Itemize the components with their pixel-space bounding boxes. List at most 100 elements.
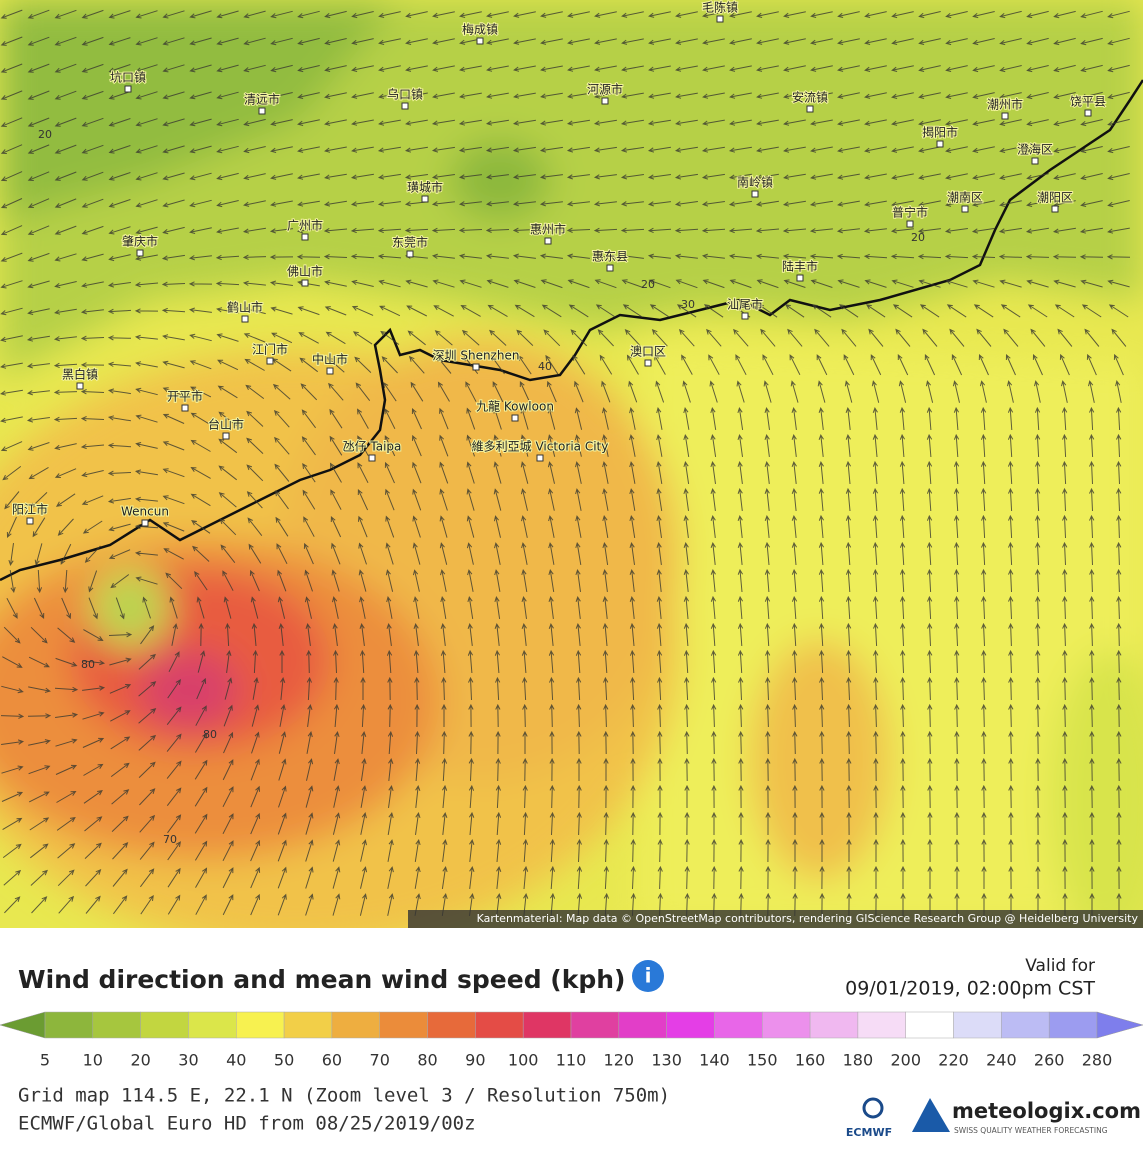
city-marker xyxy=(476,37,484,45)
scale-tick-label: 70 xyxy=(370,1051,390,1070)
city-label: 潮州市 xyxy=(987,97,1023,112)
city-label: 鹤山市 xyxy=(227,300,263,315)
scale-tick-label: 30 xyxy=(178,1051,198,1070)
scale-tick-label: 100 xyxy=(508,1051,539,1070)
city-label: 阳江市 xyxy=(12,502,48,517)
contour-label: 40 xyxy=(538,360,552,373)
city-marker xyxy=(368,454,376,462)
city-marker xyxy=(936,140,944,148)
city-marker xyxy=(141,519,149,527)
contour-label: 70 xyxy=(163,833,177,846)
color-scale: 5 10 20 30 40 50 60 70 80 90 100 110 120 130 140 150 160… xyxy=(0,1011,1143,1070)
scale-tick-label: 5 xyxy=(40,1051,50,1070)
city-marker xyxy=(716,15,724,23)
city-label: 安流镇 xyxy=(792,90,828,105)
meteologix-logo: meteologix.com SWISS QUALITY WEATHER FOR… xyxy=(912,1098,1141,1135)
city-marker xyxy=(1031,157,1039,165)
city-marker xyxy=(961,205,969,213)
scale-swatch xyxy=(762,1011,811,1039)
scale-end xyxy=(1096,1011,1143,1039)
contour-label: 80 xyxy=(203,728,217,741)
scale-tick-label: 140 xyxy=(699,1051,730,1070)
city-label: 东莞市 xyxy=(392,235,428,250)
city-marker xyxy=(421,195,429,203)
tagline: SWISS QUALITY WEATHER FORECASTING xyxy=(954,1126,1108,1135)
scale-tick-label: 280 xyxy=(1082,1051,1113,1070)
scale-swatch xyxy=(475,1011,524,1039)
city-marker xyxy=(401,102,409,110)
scale-swatch xyxy=(857,1011,906,1039)
scale-swatch xyxy=(1001,1011,1050,1039)
city-marker xyxy=(606,264,614,272)
city-label: 潮南区 xyxy=(947,190,983,205)
scale-tick-label: 20 xyxy=(130,1051,150,1070)
city-marker xyxy=(326,367,334,375)
city-label: 惠州市 xyxy=(530,222,566,237)
city-label: 深圳 Shenzhen xyxy=(433,349,520,363)
city-label: 氹仔 Taipa xyxy=(343,440,402,454)
scale-swatch xyxy=(188,1011,237,1039)
legend-title: Wind direction and mean wind speed (kph) xyxy=(18,965,625,994)
scale-swatch xyxy=(44,1011,94,1039)
valid-time: 09/01/2019, 02:00pm CST xyxy=(845,978,1095,1000)
city-marker xyxy=(601,97,609,105)
brand: meteologix.com xyxy=(952,1099,1141,1123)
city-label: 黑白镇 xyxy=(62,367,98,382)
city-marker xyxy=(741,312,749,320)
city-label: 澄海区 xyxy=(1017,142,1053,157)
scale-swatch xyxy=(283,1011,333,1039)
city-label: 河源市 xyxy=(587,82,623,97)
contour-label: 80 xyxy=(81,658,95,671)
city-label: 乌口镇 xyxy=(387,87,423,102)
scale-tick-label: 200 xyxy=(890,1051,921,1070)
city-label: 台山市 xyxy=(208,417,244,432)
city-label: 中山市 xyxy=(312,352,348,367)
city-marker xyxy=(536,454,544,462)
city-marker xyxy=(406,250,414,258)
scale-swatch xyxy=(522,1011,572,1039)
scale-swatch xyxy=(331,1011,380,1039)
city-marker xyxy=(266,357,274,365)
city-label: 澳口区 xyxy=(630,345,666,359)
city-marker xyxy=(181,404,189,412)
scale-tick-label: 90 xyxy=(465,1051,485,1070)
scale-tick-label: 160 xyxy=(795,1051,826,1070)
scale-tick-label: 240 xyxy=(986,1051,1017,1070)
footer-line: ECMWF/Global Euro HD from 08/25/2019/00z xyxy=(18,1113,476,1135)
city-marker xyxy=(544,237,552,245)
city-label: 南岭镇 xyxy=(737,175,773,190)
scale-swatch xyxy=(714,1011,763,1039)
ecmwf-logo: ECMWF xyxy=(846,1097,892,1139)
city-label: 揭阳市 xyxy=(922,125,958,140)
city-marker xyxy=(241,315,249,323)
city-label: 毛陈镇 xyxy=(702,0,738,15)
city-marker xyxy=(1051,205,1059,213)
scale-swatch xyxy=(570,1011,620,1039)
city-marker xyxy=(301,233,309,241)
contour-label: 30 xyxy=(681,298,695,311)
city-marker xyxy=(511,414,519,422)
scale-swatch xyxy=(92,1011,141,1039)
city-label: 惠东县 xyxy=(592,250,628,264)
city-marker xyxy=(1084,109,1092,117)
city-label: 坑口镇 xyxy=(110,70,146,85)
scale-tick-label: 110 xyxy=(556,1051,587,1070)
scale-swatch xyxy=(379,1011,428,1039)
svg-text:i: i xyxy=(645,964,652,988)
scale-tick-label: 120 xyxy=(604,1051,635,1070)
city-label: 璜城市 xyxy=(407,180,443,195)
info-icon[interactable]: i xyxy=(632,960,664,992)
attribution-bg xyxy=(408,910,1143,928)
city-label: Wencun xyxy=(121,505,169,519)
wind-arrow xyxy=(0,9,1131,917)
scale-tick-label: 40 xyxy=(226,1051,246,1070)
scale-swatch xyxy=(618,1011,667,1039)
city-label: 陆丰市 xyxy=(782,259,818,274)
scale-end xyxy=(0,1011,46,1039)
city-marker xyxy=(124,85,132,93)
city-marker xyxy=(222,432,230,440)
scale-tick-label: 60 xyxy=(322,1051,342,1070)
